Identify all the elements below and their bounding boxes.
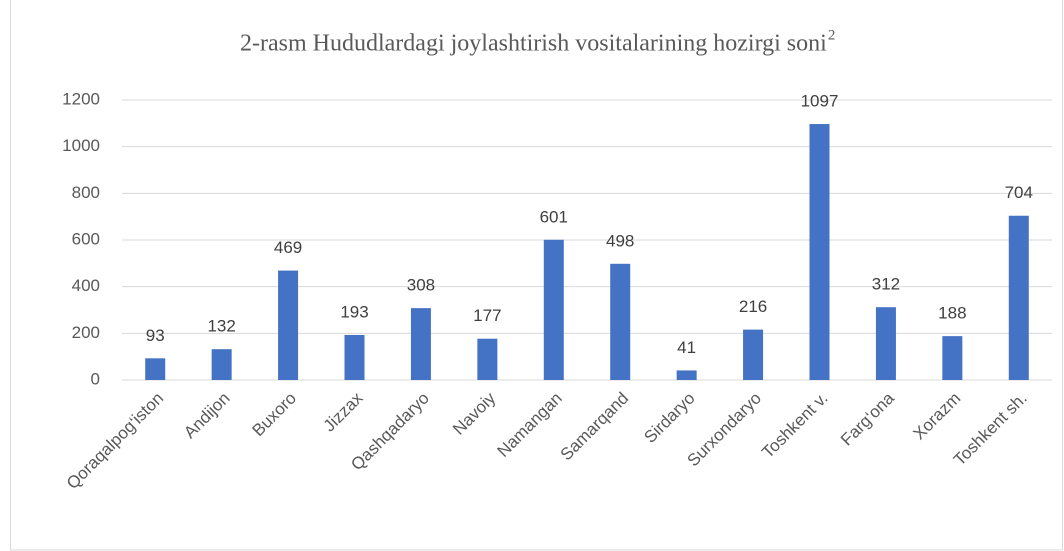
bar bbox=[145, 358, 166, 380]
value-label: 177 bbox=[473, 306, 501, 325]
chart-title: 2-rasm Hududlardagi joylashtirish vosita… bbox=[240, 31, 827, 57]
y-tick-label: 0 bbox=[91, 369, 100, 388]
y-tick-label: 800 bbox=[72, 183, 100, 202]
y-tick-label: 200 bbox=[72, 323, 100, 342]
title-superscript: 2 bbox=[828, 27, 836, 43]
y-tick-label: 1000 bbox=[62, 136, 100, 155]
value-label: 132 bbox=[207, 317, 235, 336]
bar bbox=[410, 308, 431, 380]
value-label: 601 bbox=[540, 207, 568, 226]
y-tick-label: 400 bbox=[72, 276, 100, 295]
bar bbox=[743, 329, 764, 380]
value-label: 704 bbox=[1005, 183, 1033, 202]
bar bbox=[942, 336, 963, 380]
bar bbox=[676, 370, 697, 380]
bar bbox=[543, 239, 564, 380]
y-tick-label: 600 bbox=[72, 229, 100, 248]
bar bbox=[278, 270, 299, 380]
bar bbox=[610, 263, 631, 380]
bar bbox=[875, 307, 896, 380]
bar bbox=[211, 349, 232, 380]
value-label: 312 bbox=[872, 275, 900, 294]
value-label: 308 bbox=[407, 276, 435, 295]
value-label: 193 bbox=[340, 302, 368, 321]
value-label: 1097 bbox=[801, 92, 839, 111]
value-label: 41 bbox=[677, 338, 696, 357]
value-label: 216 bbox=[739, 297, 767, 316]
value-label: 469 bbox=[274, 238, 302, 257]
bar bbox=[809, 124, 830, 381]
y-tick-label: 1200 bbox=[62, 89, 100, 108]
value-label: 93 bbox=[146, 326, 165, 345]
bar bbox=[344, 334, 365, 380]
bar bbox=[477, 338, 498, 380]
value-label: 498 bbox=[606, 231, 634, 250]
bar bbox=[1008, 215, 1029, 380]
value-label: 188 bbox=[938, 304, 966, 323]
chart-border bbox=[10, 0, 1063, 551]
